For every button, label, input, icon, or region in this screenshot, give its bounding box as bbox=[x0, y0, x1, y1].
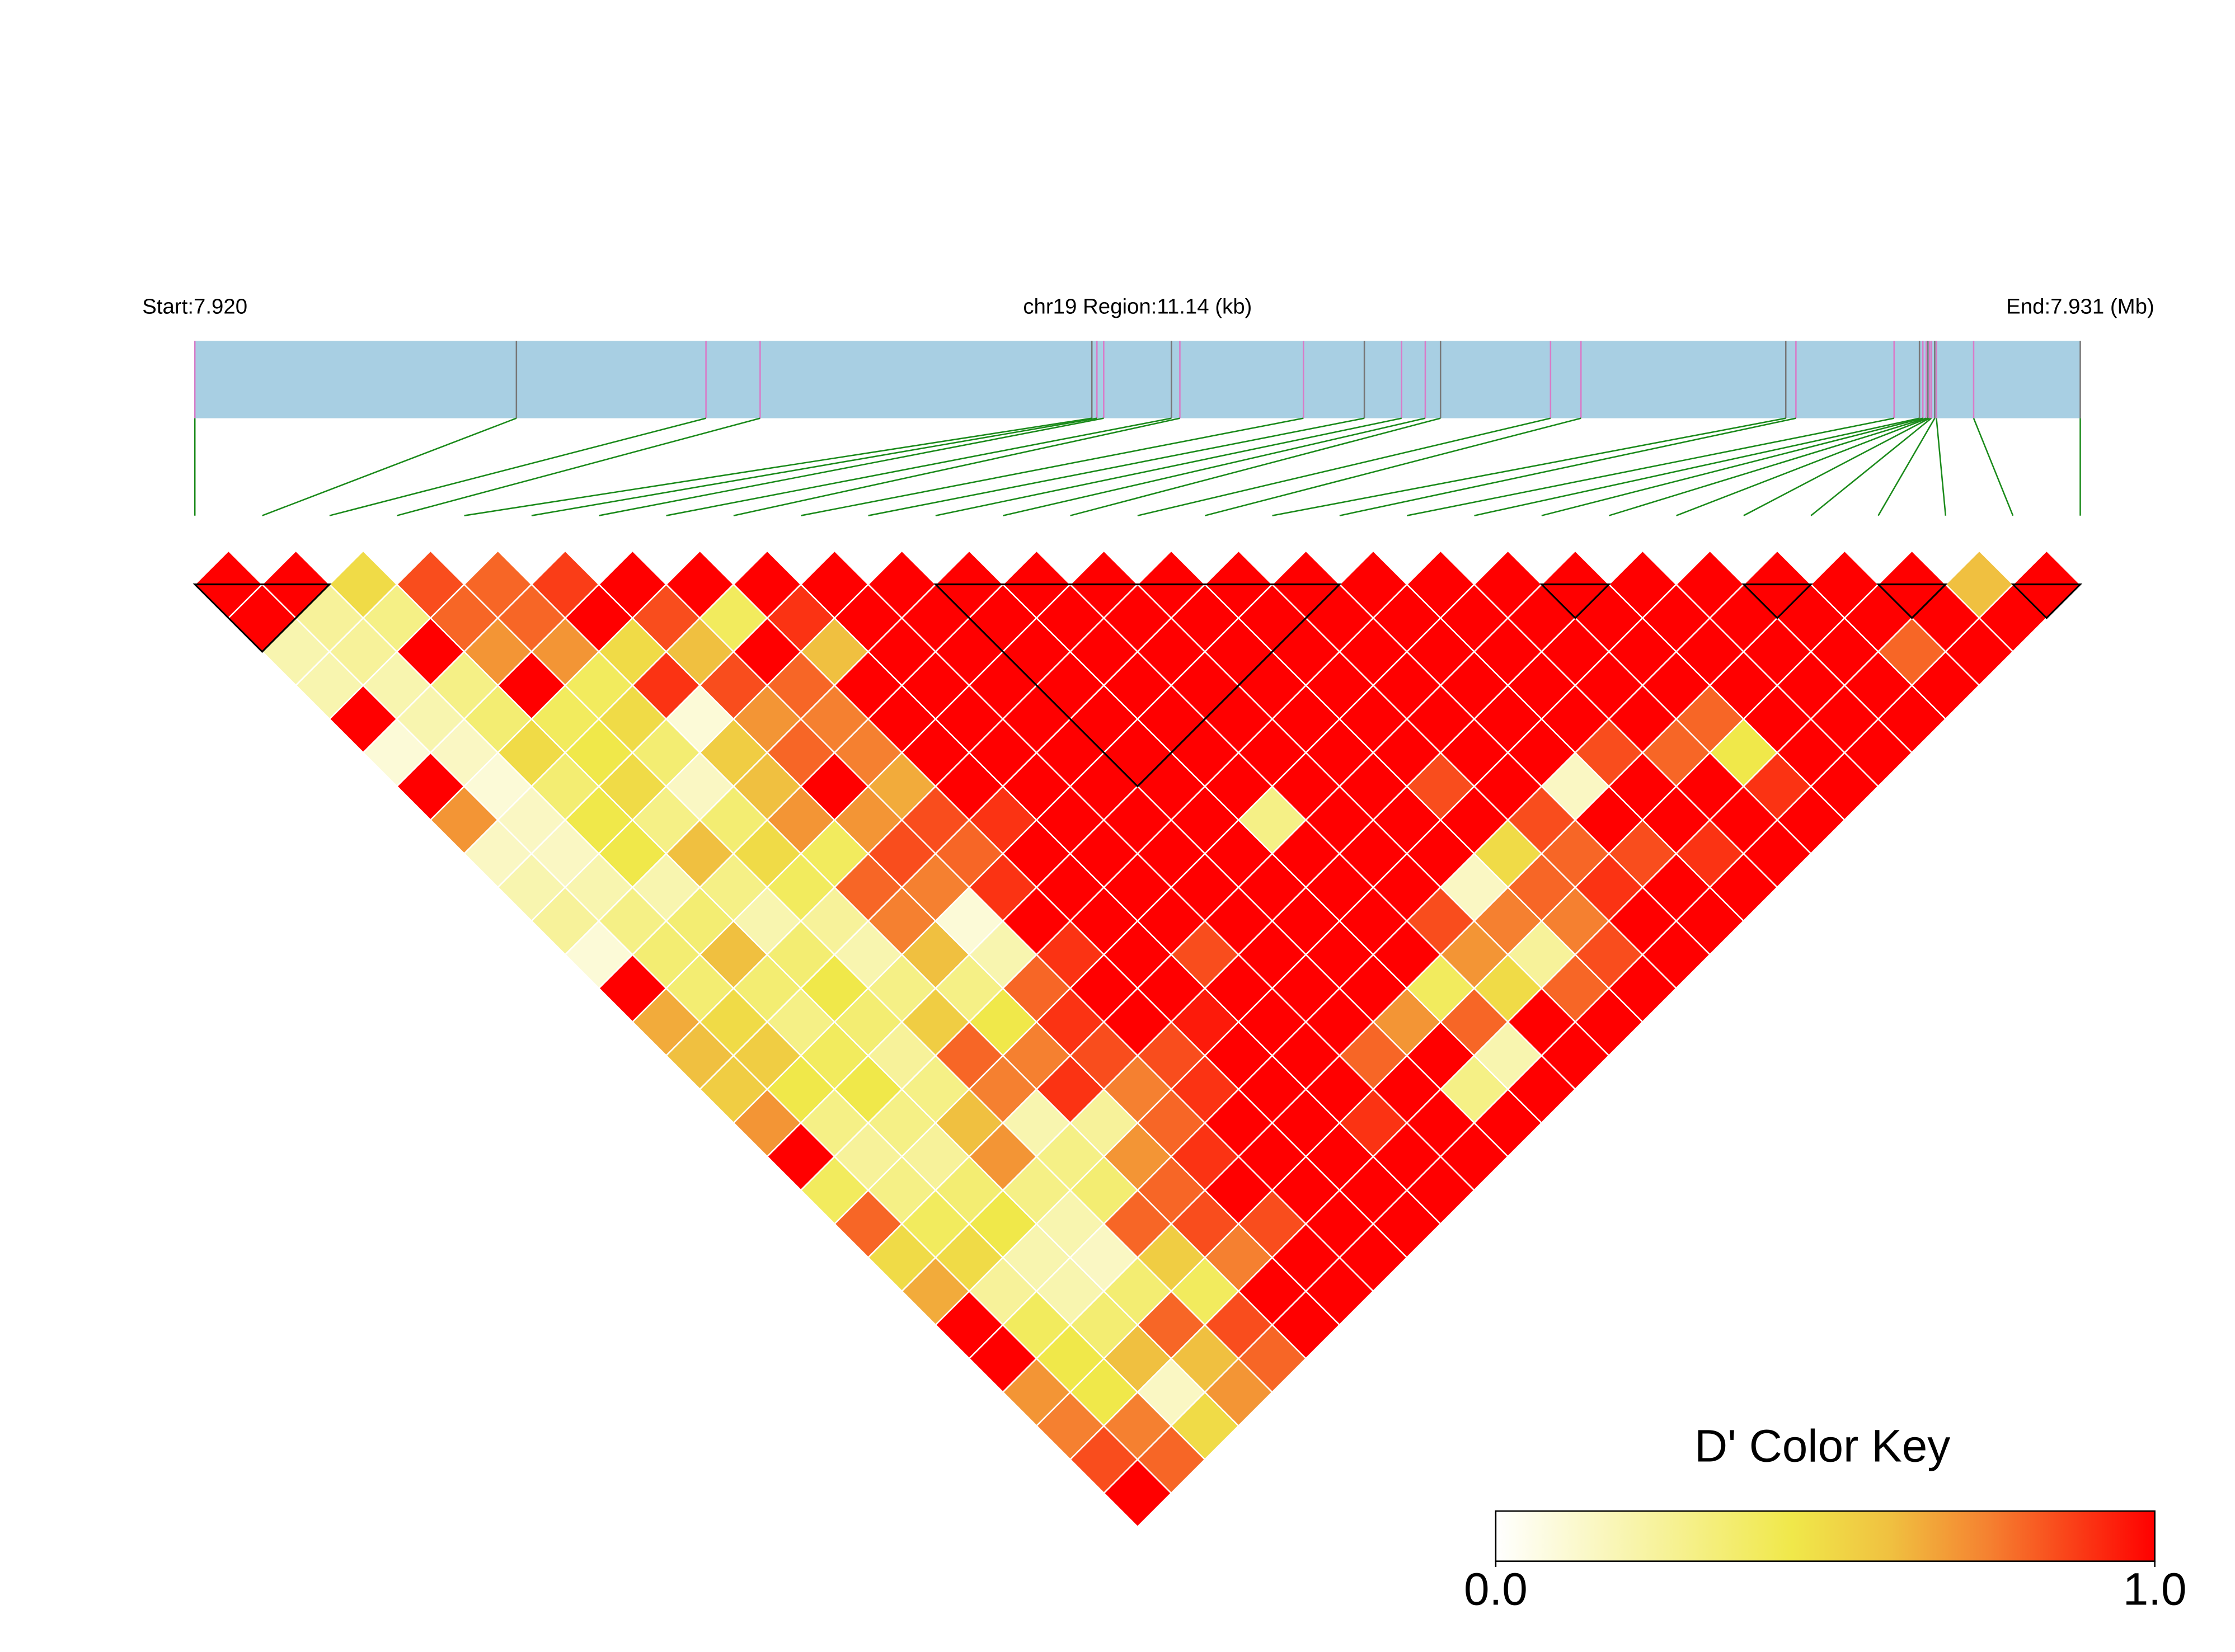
haplotype-block bbox=[2011, 583, 2083, 619]
snp-connector bbox=[1272, 417, 1786, 516]
snp-connector bbox=[464, 417, 1092, 516]
snp-connector bbox=[1204, 417, 1581, 516]
snp-connector bbox=[1973, 418, 2014, 516]
snp-connector bbox=[935, 417, 1402, 516]
color-key-bar bbox=[1495, 1510, 2156, 1562]
snp-connector bbox=[1936, 418, 1947, 516]
color-key-title: D' Color Key bbox=[1694, 1421, 1950, 1472]
snp-connector bbox=[1810, 417, 1932, 516]
haplotype-block bbox=[192, 583, 332, 653]
snp-connector bbox=[1743, 417, 1930, 516]
snp-connector bbox=[598, 417, 1104, 516]
snp-connector bbox=[396, 417, 760, 516]
snp-connector bbox=[1541, 417, 1923, 516]
haplotype-block bbox=[1539, 583, 1611, 619]
haplotype-block bbox=[1741, 583, 1813, 619]
haplotype-block bbox=[933, 583, 1342, 788]
color-key-tick-label: 1.0 bbox=[2123, 1564, 2187, 1615]
start-label: Start:7.920 bbox=[142, 295, 247, 319]
color-key-tick-label: 0.0 bbox=[1464, 1564, 1528, 1615]
haplotype-block bbox=[1876, 583, 1948, 619]
end-label: End:7.931 (Mb) bbox=[2006, 295, 2154, 319]
snp-connector bbox=[1608, 417, 1927, 516]
gene-track bbox=[195, 341, 2081, 418]
snp-connector bbox=[1406, 417, 1895, 516]
snp-connector bbox=[868, 417, 1365, 516]
snp-connector bbox=[666, 417, 1172, 516]
snp-connector bbox=[531, 417, 1097, 516]
snp-connector bbox=[1474, 417, 1920, 516]
snp-connector bbox=[262, 417, 517, 516]
snp-connector bbox=[1676, 417, 1928, 516]
region-label: chr19 Region:11.14 (kb) bbox=[1023, 295, 1252, 319]
snp-connector bbox=[800, 417, 1304, 516]
snp-connector bbox=[1877, 417, 1936, 516]
snp-connector bbox=[1339, 417, 1796, 516]
snp-connector bbox=[1070, 417, 1441, 516]
snp-connector bbox=[733, 417, 1180, 516]
snp-connector bbox=[329, 417, 706, 516]
snp-connector bbox=[1002, 417, 1426, 516]
snp-connector bbox=[1137, 417, 1551, 516]
